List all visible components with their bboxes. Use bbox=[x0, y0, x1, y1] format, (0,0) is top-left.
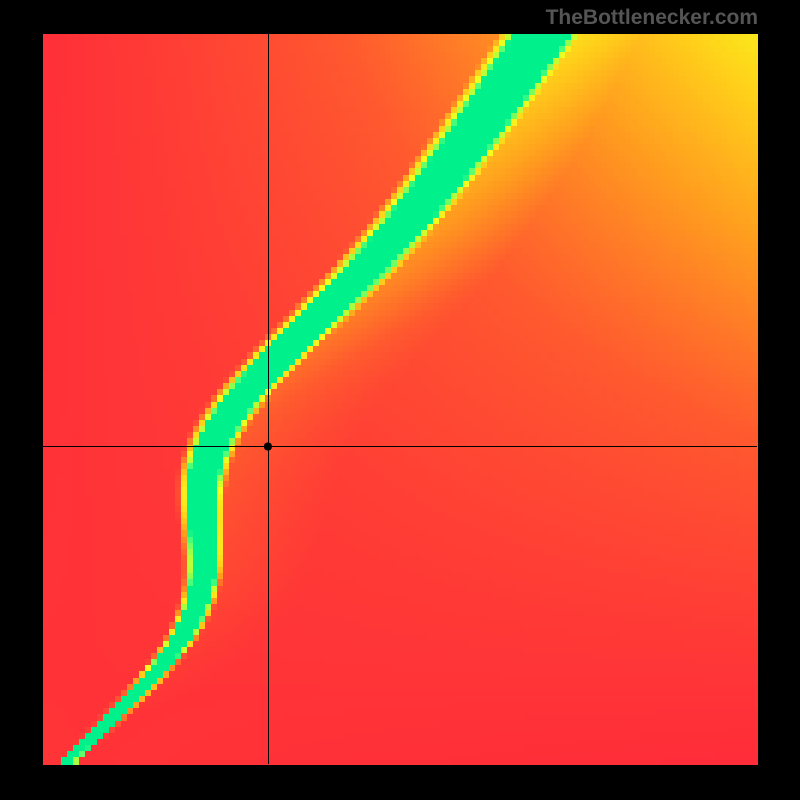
bottleneck-heatmap bbox=[0, 0, 800, 800]
watermark-text: TheBottlenecker.com bbox=[546, 6, 758, 30]
